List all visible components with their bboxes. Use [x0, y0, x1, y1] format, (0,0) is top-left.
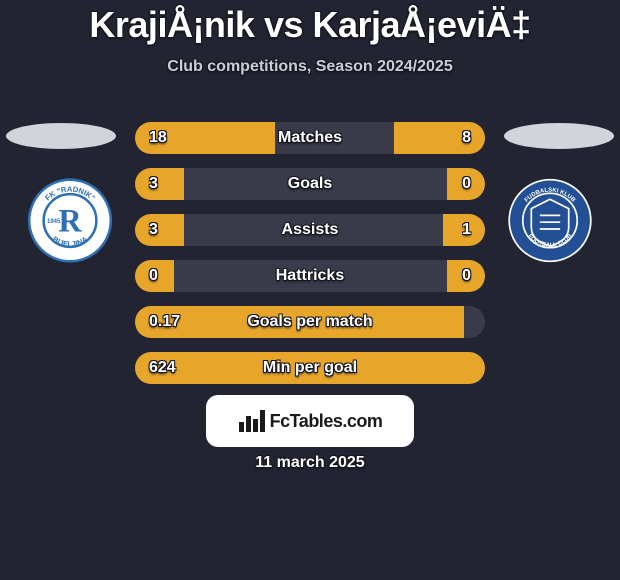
footer-date: 11 march 2025: [0, 454, 620, 472]
page-title: KrajiÅ¡nik vs KarjaÅ¡eviÄ‡: [0, 0, 620, 46]
stat-label: Goals: [135, 168, 485, 200]
stat-row: Assists3 1: [135, 214, 485, 246]
right-shadow-ellipse: [504, 123, 614, 149]
stat-label: Goals per match: [135, 306, 485, 338]
stat-value-right: 8: [462, 122, 471, 154]
svg-text:BIJELJINA: BIJELJINA: [51, 234, 90, 249]
stat-row: Goals3 0: [135, 168, 485, 200]
stat-value-left: 624: [149, 352, 176, 384]
stat-value-right: 1: [462, 214, 471, 246]
stat-label: Hattricks: [135, 260, 485, 292]
crest-letter-r: R: [58, 203, 82, 239]
crest-left-year: 1945: [47, 219, 61, 225]
left-club-crest: R FK "RADNIK" BIJELJINA 1945: [20, 178, 120, 263]
page-subtitle: Club competitions, Season 2024/2025: [0, 58, 620, 76]
comparison-card: KrajiÅ¡nik vs KarjaÅ¡eviÄ‡ Club competit…: [0, 0, 620, 580]
bars-icon: [238, 410, 266, 432]
stat-row: Matches18 8: [135, 122, 485, 154]
stat-value-right: 0: [462, 168, 471, 200]
svg-text:FUDBALSKI KLUB: FUDBALSKI KLUB: [524, 188, 577, 205]
svg-text:FOOTBALL CLUB: FOOTBALL CLUB: [526, 233, 574, 249]
stat-row: Hattricks0 0: [135, 260, 485, 292]
crest-right-bottom-text: FOOTBALL CLUB: [526, 233, 574, 249]
crest-left-top-text: FK "RADNIK": [43, 185, 97, 203]
stat-label: Matches: [135, 122, 485, 154]
crest-right-shield: [531, 199, 568, 246]
stat-label: Assists: [135, 214, 485, 246]
crest-left-bottom-text: BIJELJINA: [51, 234, 90, 249]
brand-pill: FcTables.com: [206, 395, 414, 447]
crest-outer-ring: [29, 180, 111, 262]
stat-row: Min per goal624: [135, 352, 485, 384]
stat-value-right: 0: [462, 260, 471, 292]
stat-value-left: 0: [149, 260, 158, 292]
stat-label: Min per goal: [135, 352, 485, 384]
stat-row: Goals per match0.17: [135, 306, 485, 338]
crest-right-top-text: FUDBALSKI KLUB: [524, 188, 577, 205]
stat-value-left: 0.17: [149, 306, 180, 338]
svg-text:FK "RADNIK": FK "RADNIK": [43, 185, 97, 203]
stats-list: Matches188Goals30Assists31Hattricks00Goa…: [135, 122, 485, 384]
stat-value-left: 18: [149, 122, 167, 154]
brand-text: FcTables.com: [270, 411, 383, 432]
stat-value-left: 3: [149, 168, 158, 200]
left-shadow-ellipse: [6, 123, 116, 149]
stat-value-left: 3: [149, 214, 158, 246]
right-club-crest: FUDBALSKI KLUB FOOTBALL CLUB: [500, 178, 600, 263]
